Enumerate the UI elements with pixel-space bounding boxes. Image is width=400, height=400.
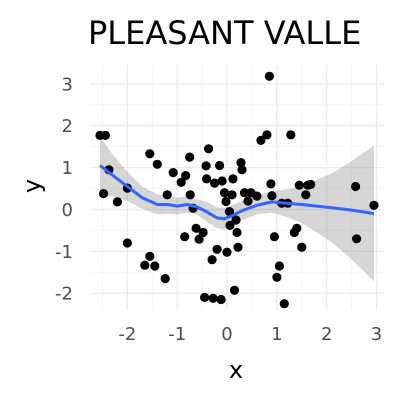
data-point: [262, 130, 272, 140]
data-point: [351, 181, 361, 192]
data-point: [232, 227, 242, 238]
y-tick-label: -2: [55, 284, 73, 305]
x-axis-ticks: -2 -1 0 1 2 3: [118, 324, 382, 345]
data-point: [217, 176, 227, 186]
data-point: [160, 274, 170, 284]
y-tick-label: 2: [62, 116, 73, 137]
data-point: [98, 189, 109, 199]
data-point: [185, 152, 195, 162]
data-point: [301, 190, 311, 200]
data-point: [269, 232, 279, 242]
data-point: [231, 215, 241, 225]
x-axis-label: x: [229, 356, 243, 384]
data-point: [267, 191, 277, 201]
x-tick-label: 2: [321, 324, 332, 345]
data-point: [176, 177, 186, 187]
data-point: [207, 255, 217, 265]
data-point: [152, 159, 162, 169]
data-point: [225, 220, 235, 230]
y-tick-label: 3: [62, 74, 73, 95]
data-point: [216, 294, 226, 305]
data-point: [264, 71, 274, 81]
y-tick-label: 1: [62, 158, 73, 179]
confidence-band-area: [100, 136, 374, 282]
x-tick-label: -1: [168, 324, 186, 345]
data-point: [204, 144, 214, 154]
data-point: [243, 196, 253, 206]
data-point: [202, 174, 212, 184]
data-point: [227, 190, 237, 200]
y-axis-label: y: [18, 179, 46, 193]
data-point: [222, 247, 232, 257]
data-point: [201, 161, 211, 171]
data-point: [185, 190, 195, 200]
data-point: [112, 197, 122, 207]
data-point: [162, 190, 172, 200]
data-point: [272, 272, 282, 282]
chart-title: PLEASANT VALLE: [88, 14, 361, 52]
data-point: [236, 158, 246, 168]
data-point: [369, 200, 379, 210]
data-point: [208, 293, 218, 303]
x-tick-label: -2: [118, 324, 136, 345]
data-point: [140, 260, 150, 270]
data-point: [219, 188, 230, 198]
data-point: [215, 160, 225, 171]
data-point: [286, 130, 296, 140]
data-point: [352, 234, 362, 244]
data-point: [145, 149, 155, 159]
smooth-line: [99, 164, 375, 221]
data-point: [191, 223, 201, 233]
data-point: [181, 171, 191, 181]
data-point: [294, 180, 304, 190]
data-point: [237, 165, 247, 175]
data-points: [95, 71, 379, 309]
data-point: [194, 234, 204, 244]
data-point: [221, 196, 231, 207]
data-point: [229, 285, 240, 295]
data-point: [297, 242, 307, 252]
data-point: [168, 168, 178, 178]
data-point: [292, 223, 302, 233]
data-point: [95, 130, 105, 140]
x-tick-label: 1: [271, 324, 282, 345]
confidence-band: [100, 136, 374, 282]
y-tick-label: 0: [62, 200, 73, 221]
data-point: [198, 227, 208, 238]
data-point: [239, 188, 250, 198]
data-point: [145, 251, 155, 261]
x-tick-label: 0: [221, 324, 232, 345]
data-point: [180, 232, 190, 242]
y-axis-ticks: -2 -1 0 1 2 3: [55, 74, 73, 304]
y-tick-label: -1: [55, 242, 73, 263]
data-point: [279, 299, 289, 309]
data-point: [150, 261, 160, 271]
data-point: [266, 179, 276, 189]
data-point: [233, 242, 243, 252]
data-point: [256, 135, 266, 145]
data-point: [122, 238, 132, 248]
data-point: [210, 178, 220, 188]
data-point: [252, 191, 262, 201]
data-point: [228, 174, 238, 184]
data-point: [224, 207, 235, 217]
data-point: [212, 244, 222, 254]
x-tick-label: 3: [371, 324, 382, 345]
smooth-line-path: [99, 164, 375, 221]
data-point: [306, 179, 316, 189]
data-point: [274, 261, 284, 271]
data-point: [200, 292, 210, 302]
